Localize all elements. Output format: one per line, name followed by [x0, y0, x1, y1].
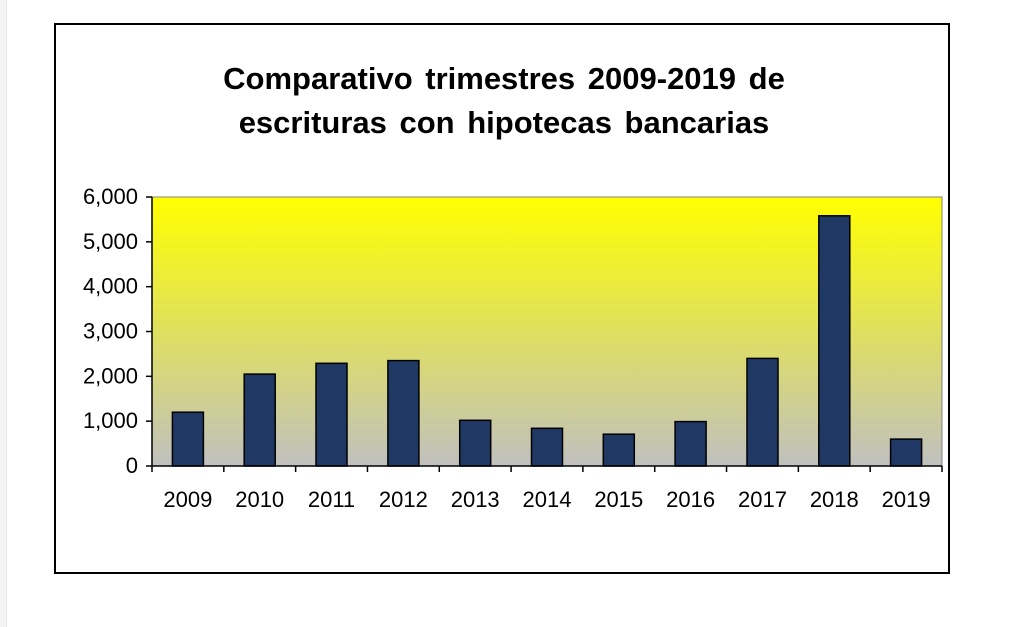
y-tick-label: 2,000 — [83, 363, 138, 388]
y-tick-label: 3,000 — [83, 319, 138, 344]
bar-chart-plot: 0 1,000 2,000 3,000 4,000 5,000 6,000 2009 2010 2… — [83, 184, 943, 512]
x-tick-label: 2011 — [308, 487, 355, 512]
bar-2013 — [458, 419, 492, 467]
bar-2016 — [674, 420, 707, 467]
y-tick-label: 0 — [126, 453, 138, 478]
x-tick-label: 2013 — [451, 487, 500, 512]
bar-2014 — [530, 427, 564, 467]
x-tick-label: 2019 — [882, 487, 931, 512]
bar-2019 — [889, 438, 923, 467]
chart-title: Comparativo trimestres 2009-2019 de escr… — [56, 57, 952, 145]
x-tick-label: 2014 — [523, 487, 572, 512]
chart-title-line-1: Comparativo trimestres 2009-2019 de — [223, 61, 785, 96]
bar-2017 — [746, 357, 779, 467]
x-tick-label: 2016 — [666, 487, 715, 512]
y-tick-label: 1,000 — [83, 408, 138, 433]
plot-area-background — [151, 196, 943, 467]
x-tick-label: 2009 — [163, 487, 212, 512]
chart-container: Comparativo trimestres 2009-2019 de escr… — [54, 23, 950, 574]
x-tick-label: 2010 — [235, 487, 284, 512]
bar-2010 — [243, 373, 276, 467]
bar-2015 — [602, 433, 636, 467]
x-tick-label: 2015 — [594, 487, 643, 512]
x-tick-label: 2018 — [810, 487, 859, 512]
y-tick-label: 6,000 — [83, 184, 138, 209]
chart-title-line-2: escrituras con hipotecas bancarias — [238, 105, 770, 140]
x-tick-label: 2017 — [738, 487, 787, 512]
page-left-strip — [0, 0, 7, 627]
y-tick-label: 5,000 — [83, 229, 138, 254]
x-tick-label: 2012 — [379, 487, 428, 512]
bar-2011 — [315, 362, 348, 467]
bar-2009 — [171, 411, 205, 467]
bar-2018 — [818, 215, 851, 467]
y-tick-label: 4,000 — [83, 274, 138, 299]
bar-2012 — [387, 359, 420, 467]
